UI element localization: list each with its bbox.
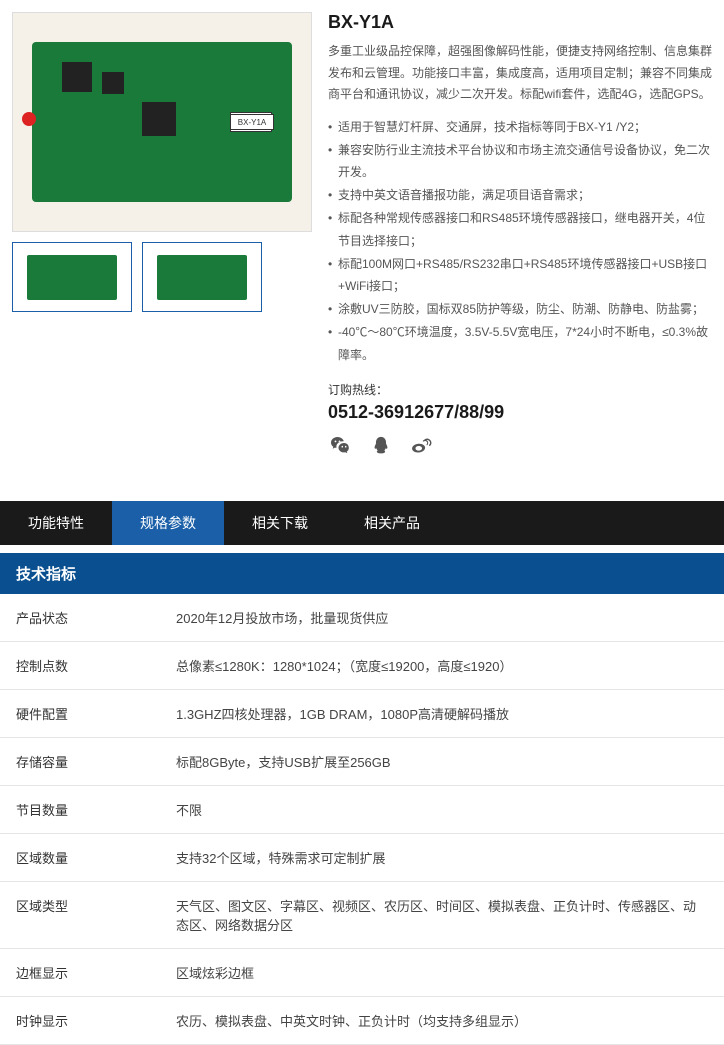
qq-icon[interactable] — [368, 433, 394, 459]
hotline-label: 订购热线： — [328, 381, 712, 398]
spec-row: 存储容量标配8GByte，支持USB扩展至256GB — [0, 737, 724, 785]
feature-item: 标配100M网口+RS485/RS232串口+RS485环境传感器接口+USB接… — [328, 253, 712, 299]
spec-value: 支持32个区域，特殊需求可定制扩展 — [160, 833, 724, 881]
feature-item: 涂敷UV三防胶，国标双85防护等级，防尘、防潮、防静电、防盐雾； — [328, 298, 712, 321]
thumbnail-2[interactable] — [142, 242, 262, 312]
hotline-number: 0512-36912677/88/99 — [328, 402, 712, 423]
thumbnail-1[interactable] — [12, 242, 132, 312]
spec-key: 节目数量 — [0, 785, 160, 833]
spec-key: 存储容量 — [0, 737, 160, 785]
main-product-image[interactable]: BX-Y1A — [12, 12, 312, 232]
tab-规格参数[interactable]: 规格参数 — [112, 501, 224, 545]
product-gallery: BX-Y1A — [12, 12, 312, 459]
feature-item: 适用于智慧灯杆屏、交通屏，技术指标等同于BX-Y1 /Y2； — [328, 116, 712, 139]
feature-list: 适用于智慧灯杆屏、交通屏，技术指标等同于BX-Y1 /Y2；兼容安防行业主流技术… — [328, 116, 712, 367]
spec-key: 区域数量 — [0, 833, 160, 881]
feature-item: 标配各种常规传感器接口和RS485环境传感器接口，继电器开关，4位节目选择接口； — [328, 207, 712, 253]
spec-value: 天气区、图文区、字幕区、视频区、农历区、时间区、模拟表盘、正负计时、传感器区、动… — [160, 881, 724, 948]
spec-value: 农历、模拟表盘、中英文时钟、正负计时（均支持多组显示） — [160, 996, 724, 1044]
spec-key: 区域类型 — [0, 881, 160, 948]
spec-key: 边框显示 — [0, 948, 160, 996]
spec-value: 1.3GHZ四核处理器，1GB DRAM，1080P高清硬解码播放 — [160, 689, 724, 737]
tabs-bar: 功能特性规格参数相关下载相关产品 — [0, 501, 724, 545]
product-title: BX-Y1A — [328, 12, 712, 33]
tab-相关产品[interactable]: 相关产品 — [336, 501, 448, 545]
feature-item: -40℃～80℃环境温度，3.5V-5.5V宽电压，7*24小时不断电，≤0.3… — [328, 321, 712, 367]
spec-value: 总像素≤1280K：1280*1024；（宽度≤19200，高度≤1920） — [160, 641, 724, 689]
feature-item: 支持中英文语音播报功能，满足项目语音需求； — [328, 184, 712, 207]
spec-row: 硬件配置1.3GHZ四核处理器，1GB DRAM，1080P高清硬解码播放 — [0, 689, 724, 737]
social-icons — [328, 433, 712, 459]
spec-header: 技术指标 — [0, 553, 724, 594]
spec-row: 区域数量支持32个区域，特殊需求可定制扩展 — [0, 833, 724, 881]
spec-value: 不限 — [160, 785, 724, 833]
spec-row: 控制点数总像素≤1280K：1280*1024；（宽度≤19200，高度≤192… — [0, 641, 724, 689]
spec-key: 硬件配置 — [0, 689, 160, 737]
tab-功能特性[interactable]: 功能特性 — [0, 501, 112, 545]
wechat-icon[interactable] — [328, 433, 354, 459]
spec-row: 产品状态2020年12月投放市场，批量现货供应 — [0, 594, 724, 642]
spec-value: 2020年12月投放市场，批量现货供应 — [160, 594, 724, 642]
spec-value: 标配8GByte，支持USB扩展至256GB — [160, 737, 724, 785]
spec-table: 产品状态2020年12月投放市场，批量现货供应控制点数总像素≤1280K：128… — [0, 594, 724, 1045]
spec-key: 产品状态 — [0, 594, 160, 642]
tab-相关下载[interactable]: 相关下载 — [224, 501, 336, 545]
thumbnail-row — [12, 242, 312, 312]
feature-item: 兼容安防行业主流技术平台协议和市场主流交通信号设备协议，免二次开发。 — [328, 139, 712, 185]
spec-key: 控制点数 — [0, 641, 160, 689]
product-info: BX-Y1A 多重工业级品控保障，超强图像解码性能，便捷支持网络控制、信息集群发… — [328, 12, 712, 459]
spec-row: 边框显示区域炫彩边框 — [0, 948, 724, 996]
spec-row: 区域类型天气区、图文区、字幕区、视频区、农历区、时间区、模拟表盘、正负计时、传感… — [0, 881, 724, 948]
spec-row: 节目数量不限 — [0, 785, 724, 833]
spec-value: 区域炫彩边框 — [160, 948, 724, 996]
spec-row: 时钟显示农历、模拟表盘、中英文时钟、正负计时（均支持多组显示） — [0, 996, 724, 1044]
spec-key: 时钟显示 — [0, 996, 160, 1044]
product-description: 多重工业级品控保障，超强图像解码性能，便捷支持网络控制、信息集群发布和云管理。功… — [328, 41, 712, 106]
weibo-icon[interactable] — [408, 433, 434, 459]
